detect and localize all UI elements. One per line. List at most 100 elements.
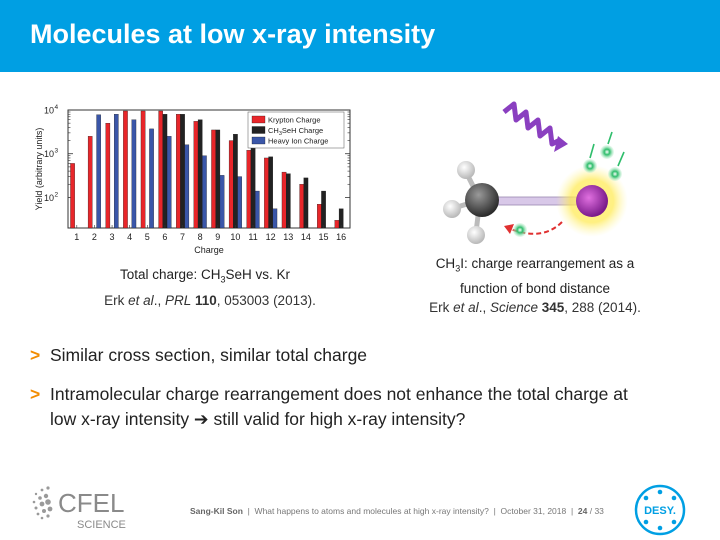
hydrogen-atom-1-icon <box>457 161 475 179</box>
bar-8-0 <box>193 121 199 229</box>
bar-9-0 <box>211 129 216 229</box>
right-ref-volume: 345 <box>541 300 565 315</box>
right-caption-line1: CH3I: charge rearrangement as a <box>400 254 670 279</box>
bar-10-1 <box>233 134 238 229</box>
y-tick-label: 10 <box>44 149 54 159</box>
right-caption-post: I: charge rearrangement as a <box>460 256 635 271</box>
bar-7-0 <box>176 114 181 229</box>
left-caption-sub: 3 <box>220 274 226 285</box>
right-ref-rest: , 288 (2014). <box>564 300 641 315</box>
bar-14-0 <box>299 184 304 229</box>
desy-logo-dots-icon <box>643 489 677 531</box>
emitted-electron-2-icon <box>600 145 614 159</box>
legend-label-pre: CH <box>268 126 279 135</box>
bullet-item-1: > Similar cross section, similar total c… <box>30 343 650 368</box>
left-reference: Erk et al., PRL 110, 053003 (2013). <box>60 293 360 308</box>
bullet-item-2: > Intramolecular charge rearrangement do… <box>30 382 650 432</box>
bar-3-2 <box>114 114 119 229</box>
right-caption-sub: 3 <box>455 263 461 274</box>
right-caption-pre: CH <box>435 256 456 271</box>
footer-author: Sang-Kil Son <box>190 506 243 516</box>
x-tick-label: 1 <box>74 232 79 242</box>
legend-label-sub: 3 <box>279 131 282 137</box>
y-tick-exponent: 4 <box>55 104 59 111</box>
right-ref-journal: Science <box>489 300 538 315</box>
left-ref-rest: , 053003 (2013). <box>216 293 316 308</box>
bar-12-0 <box>264 157 269 229</box>
x-tick-label: 14 <box>301 232 311 242</box>
bar-4-0 <box>123 110 128 229</box>
x-tick-label: 15 <box>319 232 329 242</box>
x-tick-label: 11 <box>248 232 257 242</box>
bar-11-0 <box>246 150 252 229</box>
carbon-atom-icon <box>465 183 499 217</box>
footer-info: Sang-Kil Son | What happens to atoms and… <box>190 506 604 516</box>
left-ref-etal: et al <box>128 293 154 308</box>
bar-9-2 <box>219 175 225 229</box>
emitted-electron-3-icon <box>608 167 622 181</box>
bar-11-1 <box>250 143 256 229</box>
bar-5-0 <box>140 110 146 229</box>
footer-page-total: / 33 <box>587 506 604 516</box>
left-ref-authors: Erk <box>104 293 129 308</box>
footer-page-number: 24 <box>577 506 588 516</box>
bar-14-1 <box>303 177 309 229</box>
right-reference: Erk et al., Science 345, 288 (2014). <box>395 300 675 315</box>
x-tick-label: 16 <box>336 232 346 242</box>
right-ref-authors: Erk <box>429 300 454 315</box>
bar-5-2 <box>149 128 154 229</box>
x-tick-label: 7 <box>180 232 185 242</box>
bar-3-0 <box>105 123 111 229</box>
charge-transfer-arrowhead-icon <box>504 224 514 234</box>
legend-label-1: CH3SeH Charge <box>268 126 323 137</box>
x-tick-label: 13 <box>283 232 293 242</box>
x-tick-label: 3 <box>110 232 115 242</box>
bar-8-2 <box>202 155 207 229</box>
x-tick-label: 5 <box>145 232 150 242</box>
left-ref-volume: 110 <box>194 293 217 308</box>
legend-label-post: SeH Charge <box>282 126 323 135</box>
bar-10-0 <box>228 140 234 229</box>
bar-6-2 <box>166 136 172 229</box>
bar-13-1 <box>286 173 291 229</box>
molecule-illustration <box>443 101 628 244</box>
left-caption: Total charge: CH3SeH vs. Kr <box>60 265 350 290</box>
x-ray-wave-icon <box>502 101 562 147</box>
left-caption-text-post: SeH vs. Kr <box>225 267 291 282</box>
desy-logo-text: DESY. <box>644 505 676 517</box>
bar-12-2 <box>272 208 278 229</box>
charge-yield-bar-chart: 10 210 310 41 2 3 4 5 6 7 8 9 10 11 12 13 14 15 16ChargeYi… <box>34 104 351 255</box>
hydrogen-atom-2-icon <box>443 200 461 218</box>
x-tick-label: 10 <box>230 232 240 242</box>
legend-swatch-0 <box>251 115 266 124</box>
bar-15-1 <box>321 190 326 229</box>
x-tick-label: 2 <box>92 232 97 242</box>
slide-title: Molecules at low x-ray intensity <box>30 19 436 49</box>
cfel-logo-subtext: SCIENCE <box>77 519 126 531</box>
bar-4-2 <box>131 119 137 229</box>
left-caption-text: Total charge: CH <box>119 267 221 282</box>
left-ref-journal: PRL <box>164 293 192 308</box>
cfel-science-logo: CFEL SCIENCE <box>32 486 126 531</box>
y-tick-label: 10 <box>44 106 54 116</box>
emit-arrow-1-icon <box>589 143 595 159</box>
y-tick-exponent: 2 <box>55 191 59 198</box>
bar-2-0 <box>87 136 93 229</box>
bar-11-2 <box>255 190 260 229</box>
x-tick-label: 12 <box>266 232 276 242</box>
emitted-electron-1-icon <box>583 159 597 173</box>
right-caption-line2: function of bond distance <box>459 280 611 296</box>
cfel-dots-icon <box>32 486 53 520</box>
emit-arrow-2-icon <box>607 131 613 145</box>
desy-logo: DESY. <box>634 484 686 536</box>
legend-label-2: Heavy Ion Charge <box>268 137 328 146</box>
x-ray-arrowhead-icon <box>554 136 568 152</box>
slide-header: Molecules at low x-ray intensity <box>0 0 720 72</box>
bar-12-1 <box>268 156 273 229</box>
footer-talk: | What happens to atoms and molecules at… <box>242 506 578 516</box>
iodine-atom-icon <box>576 185 608 217</box>
bar-13-0 <box>281 171 287 229</box>
legend-label-0: Krypton Charge <box>268 116 321 125</box>
bar-7-2 <box>184 144 190 229</box>
bar-15-0 <box>317 204 322 229</box>
